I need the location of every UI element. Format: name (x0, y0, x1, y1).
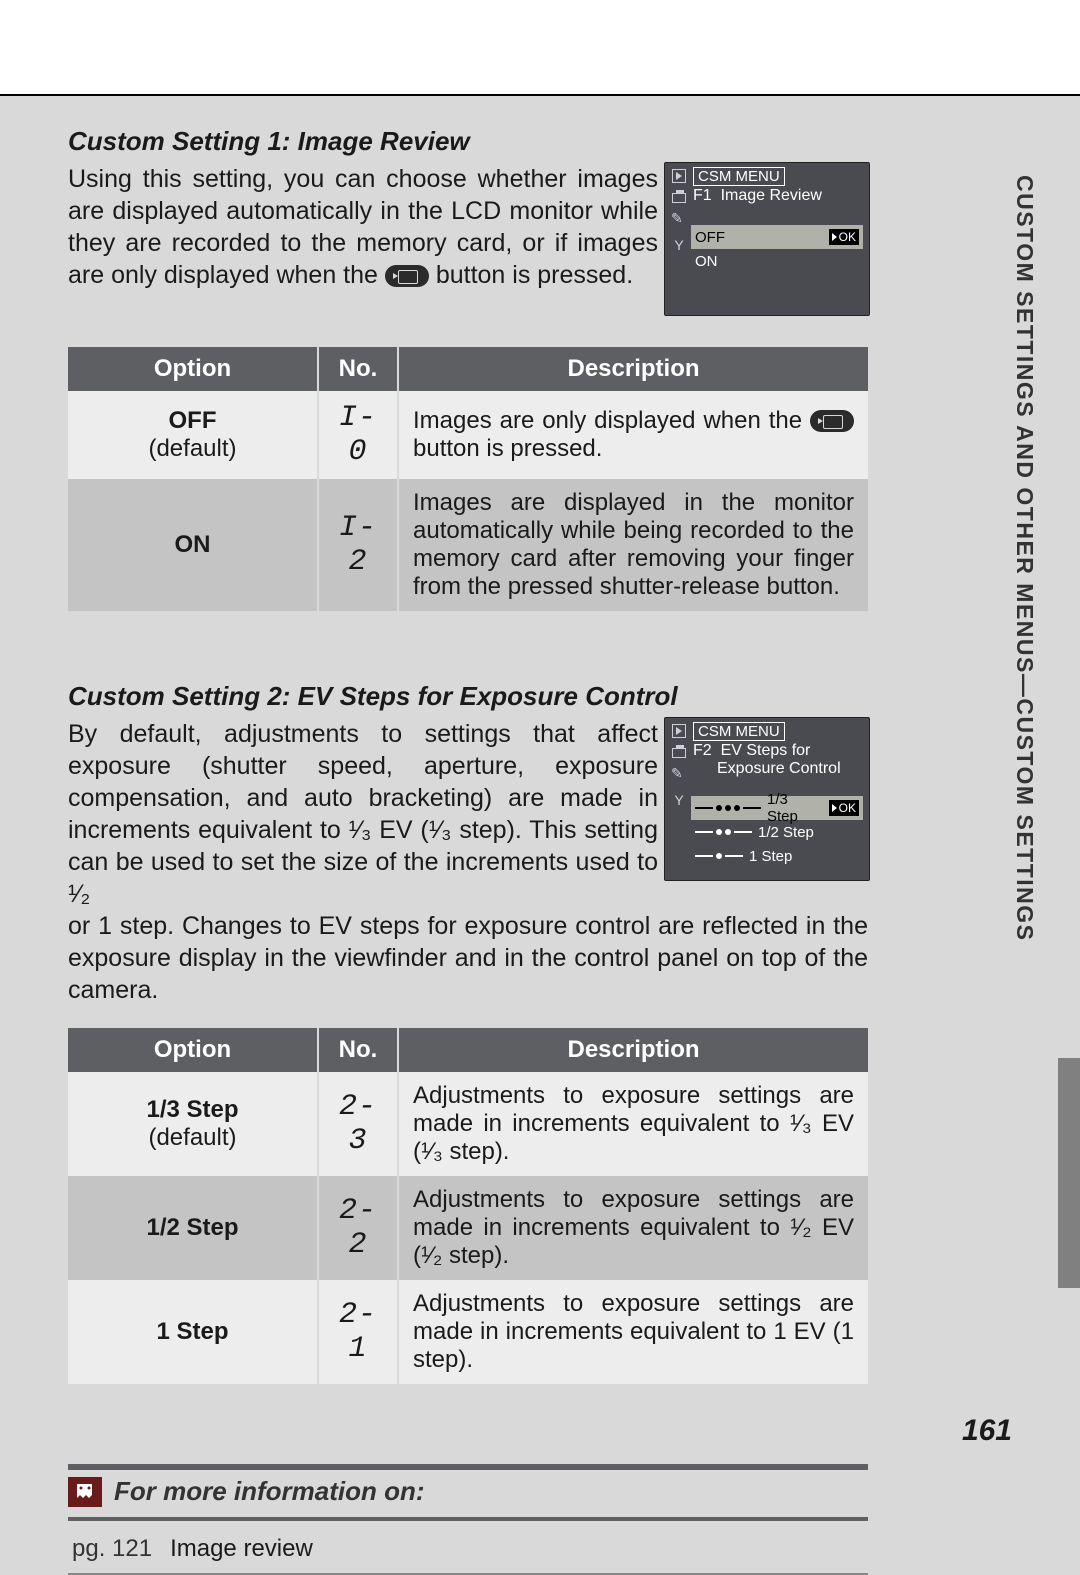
page-number: 161 (962, 1414, 1012, 1448)
cell-option: OFF(default) (68, 391, 318, 479)
lcd-ok-badge: OK (829, 229, 859, 245)
section-ev-steps: Custom Setting 2: EV Steps for Exposure … (68, 681, 868, 1384)
s2-f3: ¹⁄₂ (68, 880, 90, 908)
lcd-header: CSM MENU (693, 722, 785, 741)
more-info-block: For more information on: pg. 121 Image r… (68, 1464, 868, 1575)
more-info-header: For more information on: (68, 1470, 868, 1521)
section1-title: Custom Setting 1: Image Review (68, 126, 868, 157)
lcd-f-label: F2 (693, 742, 712, 759)
lcd-subheader: F1 Image Review (693, 187, 822, 205)
step-dots-icon (695, 829, 752, 835)
more-info-title: For more information on: (114, 1476, 425, 1507)
th-no: No. (318, 1028, 398, 1072)
cell-no: I-2 (318, 479, 398, 611)
more-info-line: pg. 121 Image review (68, 1521, 868, 1575)
cell-description: Adjustments to exposure settings are mad… (398, 1176, 868, 1280)
lcd-option-label: OFF (695, 229, 725, 246)
side-thumb-tab (1058, 1058, 1080, 1288)
lcd-option-label: 1/2 Step (758, 824, 814, 841)
cell-no: 2- 1 (318, 1280, 398, 1384)
lcd-icon-column: Y (669, 169, 689, 253)
lcd-sub: EV Steps for (721, 742, 811, 759)
section2-title: Custom Setting 2: EV Steps for Exposure … (68, 681, 868, 712)
page: CUSTOM SETTINGS AND OTHER MENUS—CUSTOM S… (0, 0, 1080, 1486)
lcd-option-row: ON (691, 249, 863, 273)
table-row: 1/3 Step(default)2-3Adjustments to expos… (68, 1072, 868, 1176)
cell-description: Adjustments to exposure settings are mad… (398, 1280, 868, 1384)
section1-body-b: button is pressed. (429, 261, 633, 289)
lcd-subheader2: Exposure Control (717, 760, 841, 778)
table-row: ONI-2Images are displayed in the monitor… (68, 479, 868, 611)
lcd-option-label: ON (695, 253, 718, 270)
cell-option: 1/2 Step (68, 1176, 318, 1280)
side-section-label: CUSTOM SETTINGS AND OTHER MENUS—CUSTOM S… (1011, 175, 1038, 942)
lcd-sub: Image Review (721, 187, 822, 204)
th-option: Option (68, 347, 318, 391)
table-row: OFF(default)I-0Images are only displayed… (68, 391, 868, 479)
section-image-review: Custom Setting 1: Image Review Using thi… (68, 126, 868, 611)
more-info-icon (68, 1477, 102, 1507)
pencil-icon (672, 768, 686, 782)
table-ev-steps: Option No. Description 1/3 Step(default)… (68, 1028, 868, 1384)
th-no: No. (318, 347, 398, 391)
lcd-option-row: 1/2 Step (691, 820, 863, 844)
cell-no: I-0 (318, 391, 398, 479)
cell-description: Adjustments to exposure settings are mad… (398, 1072, 868, 1176)
lcd-option-row: OFF OK (691, 225, 863, 249)
cell-option: 1 Step (68, 1280, 318, 1384)
lcd-option-label: 1 Step (749, 848, 792, 865)
cell-option: 1/3 Step(default) (68, 1072, 318, 1176)
lcd-ok-badge: OK (829, 800, 859, 816)
content-area: Custom Setting 1: Image Review Using thi… (68, 126, 868, 1575)
more-info-pg: pg. 121 (72, 1535, 152, 1563)
th-option: Option (68, 1028, 318, 1072)
lcd-option-label: 1/3 Step (767, 791, 823, 825)
cell-no: 2-2 (318, 1176, 398, 1280)
lcd-preview-image-review: Y CSM MENU F1 Image Review OFF OK ON (664, 162, 870, 316)
th-desc: Description (398, 347, 868, 391)
playback-button-icon (810, 410, 854, 432)
lcd-option-row: 1/3 StepOK (691, 796, 863, 820)
table-image-review: Option No. Description OFF(default)I-0Im… (68, 347, 868, 611)
lcd-option-row: 1 Step (691, 844, 863, 868)
lcd-preview-ev-steps: Y CSM MENU F2 EV Steps for Exposure Cont… (664, 717, 870, 881)
step-dots-icon (695, 805, 761, 811)
th-desc: Description (398, 1028, 868, 1072)
play-icon (672, 724, 686, 738)
cell-no: 2-3 (318, 1072, 398, 1176)
lcd-option-list: OFF OK ON (691, 225, 863, 309)
lcd-subheader: F2 EV Steps for (693, 742, 810, 760)
table-row: 1 Step2- 1Adjustments to exposure settin… (68, 1280, 868, 1384)
cell-option: ON (68, 479, 318, 611)
pencil-icon (672, 213, 686, 227)
cell-description: Images are only displayed when the butto… (398, 391, 868, 479)
cell-description: Images are displayed in the monitor auto… (398, 479, 868, 611)
camera-icon (672, 748, 686, 758)
s2-p4: or 1 step. Changes to EV steps for expos… (68, 912, 868, 1004)
top-header-bar (0, 0, 1080, 96)
setup-icon: Y (674, 792, 683, 808)
camera-icon (672, 193, 686, 203)
play-icon (672, 169, 686, 183)
setup-icon: Y (674, 237, 683, 253)
lcd-f-label: F1 (693, 187, 712, 204)
s2-f2: ¹⁄₃ (429, 816, 452, 844)
lcd-header: CSM MENU (693, 167, 785, 186)
step-dots-icon (695, 853, 743, 859)
table-header-row: Option No. Description (68, 1028, 868, 1072)
lcd-option-list: 1/3 StepOK 1/2 Step 1 Step (691, 796, 863, 874)
lcd-icon-column: Y (669, 724, 689, 808)
s2-p2: EV ( (371, 816, 428, 844)
playback-button-icon (385, 265, 429, 287)
table-row: 1/2 Step2-2Adjustments to exposure setti… (68, 1176, 868, 1280)
s2-f1: ¹⁄₃ (349, 816, 372, 844)
table-header-row: Option No. Description (68, 347, 868, 391)
more-info-label: Image review (170, 1535, 313, 1563)
